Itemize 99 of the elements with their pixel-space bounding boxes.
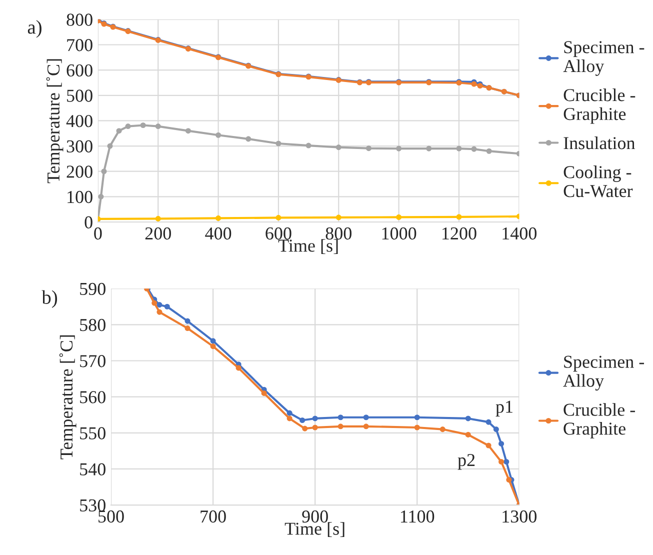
point — [184, 318, 190, 324]
point — [210, 344, 216, 350]
point — [363, 414, 369, 420]
point — [338, 424, 344, 430]
point — [312, 424, 318, 430]
point — [366, 146, 372, 152]
point — [98, 194, 104, 200]
x-tick-label: 1100 — [400, 510, 434, 523]
x-tick-label: 500 — [98, 510, 124, 523]
point — [107, 143, 113, 149]
y-tick-label: 550 — [80, 427, 106, 440]
point — [210, 338, 216, 344]
y-tick-label: 300 — [66, 140, 92, 152]
point — [276, 214, 282, 220]
legend-label: Crucible - Graphite — [564, 403, 635, 438]
point — [486, 419, 492, 425]
point — [306, 142, 312, 148]
legend-label: Cooling - Cu-Water — [564, 166, 633, 198]
point — [414, 414, 420, 420]
legend-label: Crucible - Graphite — [564, 88, 636, 124]
y-tick-label: 580 — [80, 318, 106, 332]
y-tick-label: 570 — [80, 355, 106, 368]
point — [155, 216, 161, 222]
point — [236, 365, 242, 371]
x-tick-label: 1400 — [502, 227, 536, 240]
point — [101, 168, 107, 174]
y-tick-label: 700 — [67, 39, 92, 52]
point — [152, 300, 158, 306]
point — [300, 417, 306, 424]
point — [276, 140, 282, 146]
y-axis-title: Temperature [˚C] — [46, 59, 64, 184]
x-tick-label: 200 — [145, 227, 171, 240]
point — [363, 424, 369, 430]
x-tick-label: 600 — [266, 227, 292, 240]
point — [471, 146, 477, 152]
legend-label: Specimen - Alloy — [563, 356, 644, 391]
x-tick-label: 1300 — [502, 510, 536, 523]
point — [396, 146, 402, 152]
point — [125, 124, 131, 130]
point — [164, 304, 170, 310]
point — [140, 122, 146, 128]
x-tick-label: 800 — [326, 227, 352, 240]
x-axis-title: Time [s] — [284, 522, 344, 538]
y-tick-label: 100 — [68, 190, 92, 204]
point — [302, 426, 308, 432]
y-tick-label: 600 — [66, 64, 92, 77]
y-tick-label: 200 — [66, 166, 92, 178]
point — [184, 326, 190, 332]
y-tick-label: 500 — [67, 90, 92, 102]
point — [156, 309, 162, 315]
annotation: p1 — [496, 400, 512, 416]
x-tick-label: 900 — [302, 510, 328, 523]
text: a) — [28, 20, 42, 38]
x-tick-label: 1000 — [382, 227, 416, 240]
point — [156, 302, 162, 308]
point — [426, 146, 432, 152]
point — [336, 214, 342, 220]
point — [493, 426, 499, 432]
point — [312, 416, 318, 422]
y-tick-label: 590 — [80, 282, 106, 296]
point — [486, 442, 492, 448]
point — [185, 128, 191, 134]
point — [456, 146, 462, 152]
point — [216, 215, 222, 221]
point — [396, 214, 402, 220]
point — [465, 416, 471, 422]
y-tick-label: 540 — [80, 463, 106, 476]
point — [414, 424, 420, 430]
point — [498, 440, 504, 446]
point — [286, 416, 292, 422]
legend-label: Insulation — [564, 136, 636, 150]
y-tick-label: 400 — [66, 114, 92, 128]
point — [336, 144, 342, 150]
point — [506, 477, 512, 483]
point — [286, 410, 292, 416]
y-axis-title: Temperature [˚C] — [59, 335, 76, 460]
x-tick-label: 1200 — [442, 227, 476, 240]
point — [216, 132, 222, 138]
point — [465, 432, 471, 438]
point — [116, 128, 122, 134]
point — [486, 148, 492, 154]
annotation: p2 — [458, 454, 475, 470]
y-tick-label: 800 — [66, 14, 92, 26]
point — [440, 426, 446, 432]
point — [456, 214, 462, 220]
point — [246, 136, 252, 142]
text: b) — [42, 290, 58, 308]
y-tick-label: 560 — [80, 391, 106, 404]
y-tick-label: 0 — [84, 216, 92, 228]
point — [338, 414, 344, 420]
x-tick-label: 400 — [205, 227, 232, 240]
y-tick-label: 530 — [80, 499, 106, 512]
legend-label: Specimen - Alloy — [563, 41, 644, 76]
x-tick-label: 700 — [200, 510, 226, 523]
x-axis-title: Time [s] — [278, 239, 338, 254]
point — [498, 458, 504, 465]
point — [504, 458, 510, 465]
point — [155, 124, 161, 130]
point — [261, 390, 267, 396]
